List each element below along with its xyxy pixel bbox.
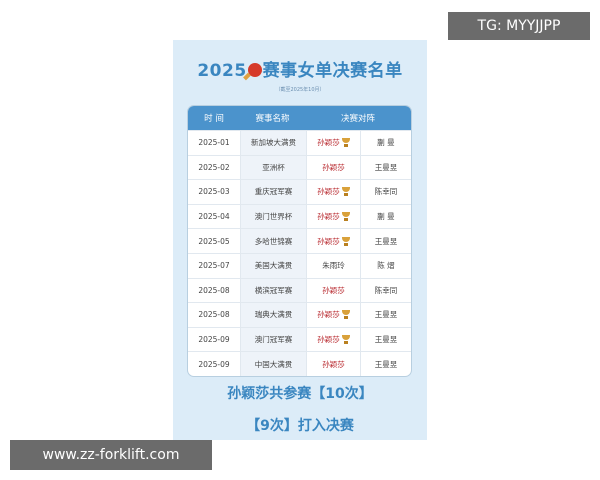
header-final: 决赛对阵: [340, 114, 375, 124]
player-name: 孙颖莎: [322, 162, 345, 172]
cell-opponent: 王曼昱: [374, 335, 398, 345]
cell-event: 重庆冠军赛: [240, 180, 307, 204]
cell-time: 2025-04: [198, 212, 230, 222]
cell-player: 孙颖莎: [307, 229, 361, 253]
trophy-icon: [341, 212, 350, 222]
ping-pong-paddle-icon: [247, 63, 262, 77]
trophy-icon: [341, 310, 350, 320]
player-name: 孙颖莎: [317, 310, 340, 320]
cell-time: 2025-05: [198, 236, 230, 246]
cell-event: 横滨冠军赛: [240, 278, 307, 303]
cell-event: 美国大满贯: [240, 253, 307, 278]
poster-title: 2025 赛事女单决赛名单: [173, 56, 427, 81]
cell-event: 亚洲杯: [240, 155, 307, 180]
cell-player: 孙颖莎: [307, 155, 361, 180]
finals-table: 时 间 赛事名称 决赛对阵 2025-01 新加坡大满贯 孙颖莎蒯 曼 2025-02…: [188, 106, 411, 376]
cell-time: 2025-03: [198, 187, 230, 197]
trophy-icon: [341, 138, 350, 148]
watermark-top: TG: MYYJJPP: [448, 12, 590, 40]
cell-player: 孙颖莎: [307, 303, 361, 327]
player-name: 孙颖莎: [322, 285, 345, 295]
cell-opponent: 王曼昱: [374, 236, 398, 246]
watermark-bottom: www.zz-forklift.com: [10, 440, 212, 470]
cell-time: 2025-07: [198, 261, 230, 271]
cell-time: 2025-09: [198, 359, 230, 369]
cell-event: 中国大满贯: [240, 352, 307, 376]
cell-opponent: 陈幸同: [374, 187, 398, 197]
cell-opponent: 王曼昱: [374, 162, 398, 172]
poster-card: 2025 赛事女单决赛名单 （截至2025年10月） 时 间 赛事名称 决赛对阵 …: [173, 40, 427, 440]
player-name: 孙颖莎: [317, 335, 340, 345]
cell-player: 孙颖莎: [307, 278, 361, 303]
trophy-icon: [341, 187, 350, 197]
cell-opponent: 陈幸同: [374, 285, 398, 295]
trophy-icon: [341, 236, 350, 246]
table-header: 时 间 赛事名称 决赛对阵: [188, 106, 411, 130]
cell-opponent: 王曼昱: [374, 359, 398, 369]
header-event: 赛事名称: [255, 114, 290, 124]
table-row: 2025-02 亚洲杯 孙颖莎 王曼昱: [188, 154, 411, 180]
table-row: 2025-09 中国大满贯 孙颖莎 王曼昱: [188, 351, 411, 376]
player-name: 孙颖莎: [317, 212, 340, 222]
cell-event: 多哈世锦赛: [240, 229, 307, 253]
cell-opponent: 蒯 曼: [377, 212, 395, 222]
cell-event: 澳门冠军赛: [240, 327, 307, 352]
table-row: 2025-04 澳门世界杯 孙颖莎 蒯 曼: [188, 203, 411, 229]
player-name: 孙颖莎: [317, 187, 340, 197]
cell-player: 孙颖莎: [307, 204, 361, 229]
cell-time: 2025-09: [198, 335, 230, 345]
table-row: 2025-08 瑞典大满贯 孙颖莎 王曼昱: [188, 302, 411, 327]
cell-event: 澳门世界杯: [240, 204, 307, 229]
player-name: 孙颖莎: [322, 359, 345, 369]
table-row: 2025-09 澳门冠军赛 孙颖莎 王曼昱: [188, 326, 411, 352]
player-name: 孙颖莎: [317, 138, 340, 148]
table-row: 2025-07 美国大满贯 朱雨玲 陈 熠: [188, 252, 411, 278]
cell-player: 孙颖莎: [307, 352, 361, 376]
cell-event: 瑞典大满贯: [240, 303, 307, 327]
cell-time: 2025-01: [198, 138, 230, 148]
trophy-icon: [341, 335, 350, 345]
player-name: 朱雨玲: [322, 261, 345, 271]
footer-line-1: 孙颖莎共参赛【10次】: [227, 386, 373, 402]
table-row: 2025-08 横滨冠军赛 孙颖莎 陈幸同: [188, 277, 411, 303]
cell-player: 朱雨玲: [307, 253, 361, 278]
title-year: 2025: [197, 61, 247, 81]
player-name: 孙颖莎: [317, 236, 340, 246]
cell-time: 2025-02: [198, 162, 230, 172]
footer-line-2: 【9次】打入决赛: [246, 418, 354, 434]
cell-event: 新加坡大满贯: [240, 131, 307, 155]
cell-opponent: 陈 熠: [377, 261, 395, 271]
cell-time: 2025-08: [198, 285, 230, 295]
subtitle: （截至2025年10月）: [275, 87, 325, 93]
cell-time: 2025-08: [198, 310, 230, 320]
table-row: 2025-05 多哈世锦赛 孙颖莎 王曼昱: [188, 228, 411, 253]
title-text: 赛事女单决赛名单: [262, 61, 403, 81]
header-time: 时 间: [204, 114, 224, 124]
cell-opponent: 蒯 曼: [377, 138, 395, 148]
table-row: 2025-03 重庆冠军赛 孙颖莎 陈幸同: [188, 179, 411, 204]
cell-player: 孙颖莎: [307, 327, 361, 352]
cell-player: 孙颖莎: [307, 180, 361, 204]
cell-player: 孙颖莎: [307, 131, 361, 155]
cell-opponent: 王曼昱: [374, 310, 398, 320]
table-row: 2025-01 新加坡大满贯 孙颖莎 蒯 曼: [188, 130, 411, 155]
